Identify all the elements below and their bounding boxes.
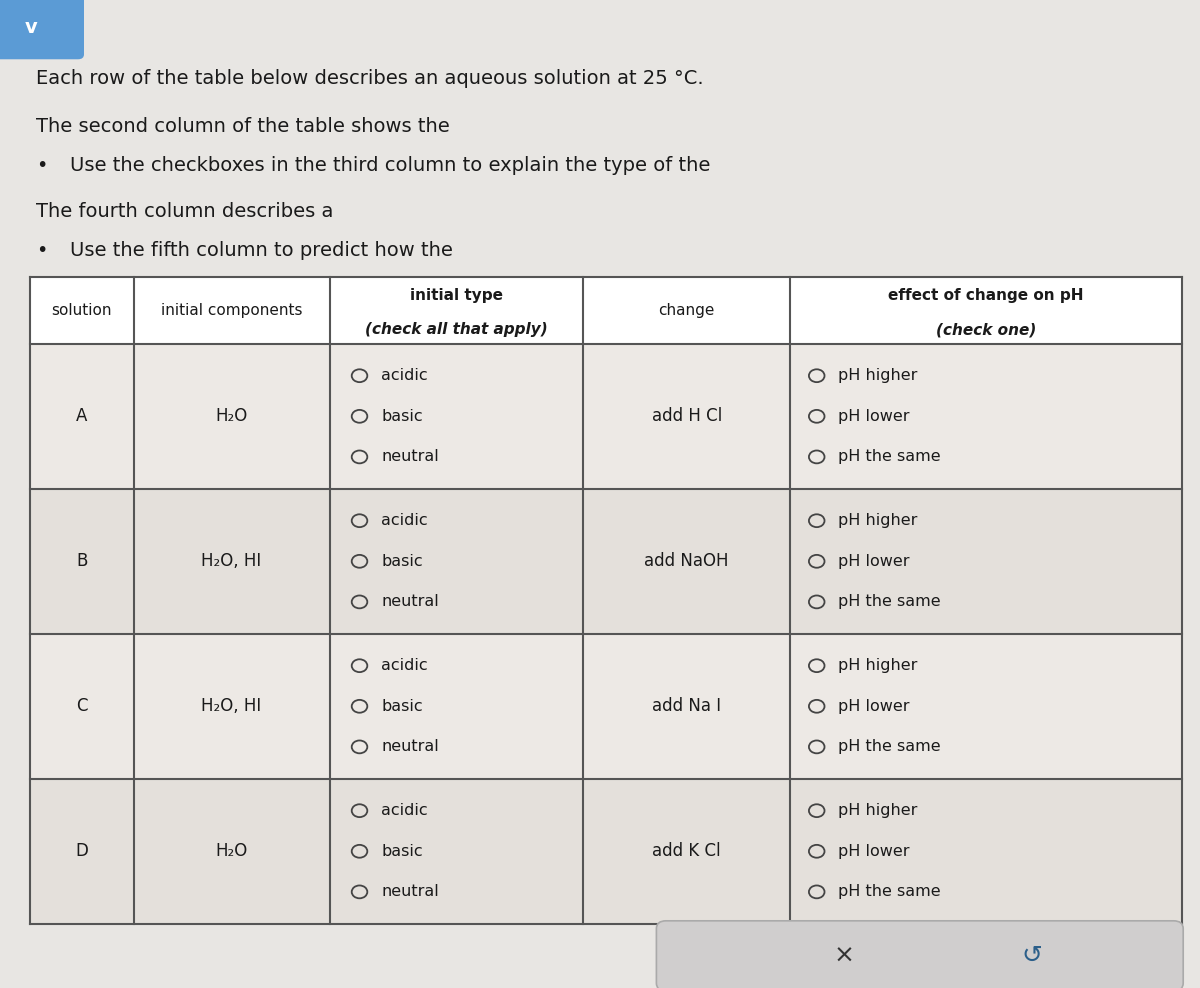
- Text: effect of change on pH: effect of change on pH: [888, 288, 1084, 303]
- Text: acidic: acidic: [382, 513, 427, 529]
- Text: acidic: acidic: [382, 658, 427, 673]
- FancyBboxPatch shape: [30, 779, 1182, 924]
- Text: C: C: [76, 698, 88, 715]
- FancyBboxPatch shape: [30, 344, 1182, 489]
- Text: H₂O: H₂O: [216, 843, 247, 861]
- Text: add Na I: add Na I: [652, 698, 721, 715]
- Text: pH the same: pH the same: [839, 739, 941, 755]
- Text: •: •: [36, 156, 47, 175]
- Text: pH the same: pH the same: [839, 884, 941, 899]
- FancyBboxPatch shape: [30, 277, 1182, 344]
- Text: solution: solution: [52, 302, 112, 318]
- FancyBboxPatch shape: [30, 634, 1182, 779]
- Text: pH the same: pH the same: [839, 450, 941, 464]
- Text: Use the checkboxes in the third column to explain the type of the: Use the checkboxes in the third column t…: [70, 156, 716, 175]
- Text: A: A: [76, 407, 88, 425]
- Text: pH the same: pH the same: [839, 595, 941, 610]
- Text: •: •: [36, 241, 47, 260]
- Text: Each row of the table below describes an aqueous solution at 25 °C.: Each row of the table below describes an…: [36, 69, 703, 88]
- Text: initial components: initial components: [161, 302, 302, 318]
- Text: initial type: initial type: [409, 288, 503, 303]
- Text: ×: ×: [833, 944, 854, 968]
- Text: pH higher: pH higher: [839, 513, 918, 529]
- Text: add H Cl: add H Cl: [652, 407, 721, 425]
- FancyBboxPatch shape: [0, 0, 84, 59]
- FancyBboxPatch shape: [30, 277, 1182, 924]
- FancyBboxPatch shape: [656, 921, 1183, 988]
- Text: acidic: acidic: [382, 369, 427, 383]
- Text: Use the fifth column to predict how the: Use the fifth column to predict how the: [70, 241, 458, 260]
- Text: pH lower: pH lower: [839, 844, 910, 859]
- Text: pH higher: pH higher: [839, 803, 918, 818]
- Text: neutral: neutral: [382, 450, 439, 464]
- Text: v: v: [25, 18, 37, 38]
- Text: add NaOH: add NaOH: [644, 552, 728, 570]
- Text: pH lower: pH lower: [839, 409, 910, 424]
- Text: pH lower: pH lower: [839, 699, 910, 713]
- Text: pH higher: pH higher: [839, 369, 918, 383]
- Text: pH lower: pH lower: [839, 554, 910, 569]
- Text: H₂O: H₂O: [216, 407, 247, 425]
- Text: add K Cl: add K Cl: [653, 843, 721, 861]
- Text: H₂O, HI: H₂O, HI: [202, 698, 262, 715]
- Text: neutral: neutral: [382, 595, 439, 610]
- Text: basic: basic: [382, 409, 422, 424]
- Text: H₂O, HI: H₂O, HI: [202, 552, 262, 570]
- Text: The second column of the table shows the: The second column of the table shows the: [36, 117, 456, 135]
- Text: D: D: [76, 843, 89, 861]
- Text: B: B: [76, 552, 88, 570]
- Text: basic: basic: [382, 554, 422, 569]
- Text: The fourth column describes a: The fourth column describes a: [36, 202, 340, 220]
- Text: basic: basic: [382, 844, 422, 859]
- Text: pH higher: pH higher: [839, 658, 918, 673]
- Text: (check all that apply): (check all that apply): [365, 322, 547, 338]
- Text: neutral: neutral: [382, 739, 439, 755]
- Text: ↺: ↺: [1021, 944, 1042, 968]
- FancyBboxPatch shape: [30, 489, 1182, 634]
- Text: neutral: neutral: [382, 884, 439, 899]
- Text: basic: basic: [382, 699, 422, 713]
- Text: change: change: [659, 302, 715, 318]
- Text: (check one): (check one): [936, 322, 1037, 338]
- Text: acidic: acidic: [382, 803, 427, 818]
